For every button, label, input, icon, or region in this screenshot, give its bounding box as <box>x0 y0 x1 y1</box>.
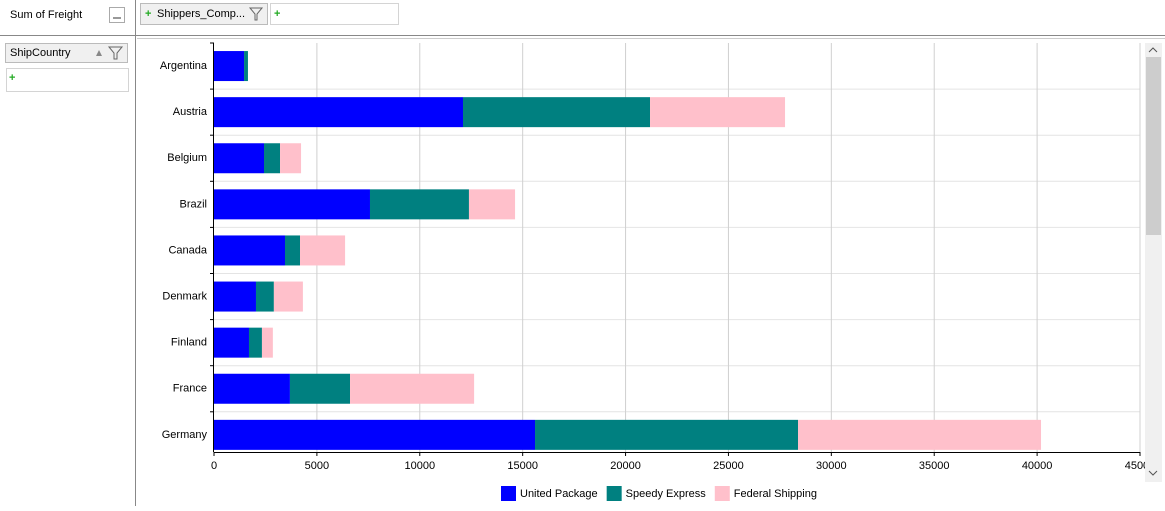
legend-label: Speedy Express <box>626 488 707 500</box>
collapse-button[interactable] <box>109 7 125 23</box>
bar-segment <box>214 235 285 266</box>
bar-segment <box>214 373 290 404</box>
y-tick-label: Austria <box>173 106 208 118</box>
y-tick-label: Denmark <box>162 290 207 302</box>
bar-segment <box>650 97 786 128</box>
scroll-down[interactable] <box>1148 470 1158 476</box>
scrollbar-thumb[interactable] <box>1146 57 1161 235</box>
legend-label: Federal Shipping <box>734 488 817 500</box>
plus-icon: + <box>274 8 280 20</box>
bar-segment <box>261 327 273 358</box>
x-tick-label: 30000 <box>816 460 847 472</box>
filter-icon[interactable] <box>248 7 264 21</box>
y-tick-label: Argentina <box>160 60 208 72</box>
x-tick-label: 35000 <box>919 460 950 472</box>
y-tick-label: France <box>173 383 207 395</box>
x-tick-label: 0 <box>211 460 217 472</box>
scroll-up[interactable] <box>1148 47 1158 53</box>
bar-segment <box>248 327 262 358</box>
x-tick-label: 5000 <box>305 460 329 472</box>
legend-label: United Package <box>520 488 598 500</box>
row-field[interactable]: ShipCountry <box>10 47 71 59</box>
x-tick-label: 15000 <box>507 460 538 472</box>
bar-segment <box>284 235 301 266</box>
legend-swatch <box>606 486 622 501</box>
bar-segment <box>369 189 469 220</box>
y-tick-label: Canada <box>168 244 207 256</box>
bar-segment <box>468 189 516 220</box>
bar-segment <box>214 189 370 220</box>
bar-segment <box>264 143 281 174</box>
plus-icon: + <box>145 8 151 20</box>
bar-segment <box>214 51 245 82</box>
row-drop-area[interactable] <box>6 68 129 92</box>
bar-segment <box>280 143 302 174</box>
bar-segment <box>214 327 249 358</box>
bar-segment <box>244 51 248 82</box>
bar-segment <box>300 235 346 266</box>
y-tick-label: Belgium <box>167 152 207 164</box>
bar-segment <box>273 281 303 312</box>
y-tick-label: Finland <box>171 337 207 349</box>
bar-segment <box>214 419 536 450</box>
bar-segment <box>255 281 274 312</box>
bar-segment <box>797 419 1042 450</box>
y-tick-label: Brazil <box>179 198 207 210</box>
bar-segment <box>535 419 798 450</box>
column-drop-area[interactable] <box>270 3 399 25</box>
filter-icon[interactable] <box>107 46 124 60</box>
x-tick-label: 40000 <box>1022 460 1053 472</box>
legend-swatch <box>714 486 730 501</box>
column-field-button[interactable] <box>140 3 268 25</box>
legend-swatch <box>501 486 516 501</box>
row-field-button[interactable] <box>5 43 128 63</box>
bar-segment <box>462 97 651 128</box>
bar-segment <box>214 281 256 312</box>
x-tick-label: 10000 <box>404 460 435 472</box>
bar-segment <box>214 143 265 174</box>
bar-segment <box>214 97 463 128</box>
chart: 0 5000 10000 15000 20000 25000 30000 35000 40000… <box>160 42 1155 501</box>
y-tick-label: Germany <box>162 429 208 441</box>
x-tick-label: 25000 <box>713 460 744 472</box>
x-tick-label: 20000 <box>610 460 641 472</box>
sort-icon[interactable] <box>96 50 102 56</box>
column-field[interactable]: Shippers_Comp... <box>157 8 245 20</box>
bar-segment <box>350 373 475 404</box>
plus-icon: + <box>9 72 15 84</box>
bar-segment <box>289 373 351 404</box>
data-field[interactable]: Sum of Freight <box>10 9 82 21</box>
